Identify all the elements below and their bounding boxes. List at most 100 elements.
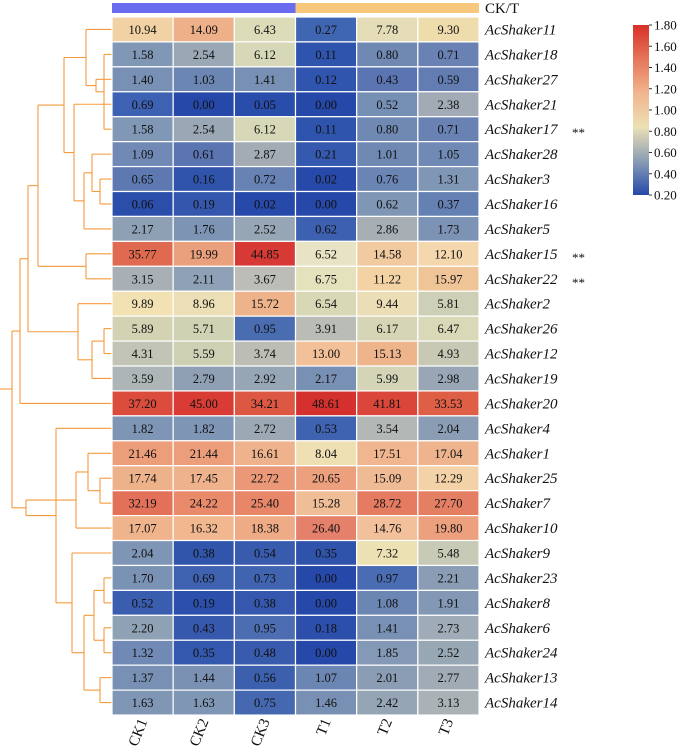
cell-value-label: 2.11 xyxy=(193,272,214,286)
cell-value-label: 6.75 xyxy=(315,272,337,286)
cell-value-label: 17.07 xyxy=(129,522,157,536)
heatmap-cell xyxy=(417,315,480,342)
cell-value-label: 0.72 xyxy=(254,173,276,187)
cell-value-label: 1.07 xyxy=(315,671,337,685)
cell-value-label: 0.05 xyxy=(254,98,276,112)
cell-value-label: 13.00 xyxy=(312,347,340,361)
cell-value-label: 4.31 xyxy=(132,347,154,361)
cell-value-label: 2.72 xyxy=(254,422,276,436)
cell-value-label: 1.01 xyxy=(376,148,398,162)
cell-value-label: 15.97 xyxy=(434,272,462,286)
row-label: AcShaker6 xyxy=(484,621,550,637)
cell-value-label: 1.76 xyxy=(193,222,215,236)
column-label: CK2 xyxy=(187,717,212,749)
heatmap-cell xyxy=(233,141,297,168)
cell-value-label: 0.43 xyxy=(376,73,398,87)
heatmap-cell xyxy=(233,465,297,492)
heatmap-cell xyxy=(356,165,419,193)
cell-value-label: 3.13 xyxy=(437,696,459,710)
row-label: AcShaker28 xyxy=(484,147,558,163)
cell-value-label: 0.00 xyxy=(315,646,337,660)
row-label: AcShaker20 xyxy=(484,396,558,412)
cell-value-label: 15.13 xyxy=(373,347,401,361)
heatmap-cell xyxy=(233,514,297,542)
cell-value-label: 0.61 xyxy=(193,148,215,162)
cell-value-label: 19.99 xyxy=(190,247,218,261)
heatmap-cell xyxy=(172,315,235,342)
heatmap-cell xyxy=(111,390,174,417)
row-label: AcShaker26 xyxy=(484,322,558,338)
colorbar-tick-label: 1.80 xyxy=(654,18,677,33)
cell-value-label: 0.02 xyxy=(315,173,337,187)
heatmap-cell xyxy=(294,564,358,591)
cell-value-label: 16.61 xyxy=(251,447,279,461)
heatmap-cell xyxy=(356,390,419,417)
group-bar xyxy=(112,3,480,13)
cell-value-label: 2.04 xyxy=(437,422,460,436)
cell-value-label: 17.51 xyxy=(373,447,401,461)
heatmap-cell xyxy=(172,190,235,218)
cell-value-label: 0.52 xyxy=(376,98,398,112)
heatmap-cell xyxy=(294,315,358,342)
heatmap-cell xyxy=(172,589,235,616)
heatmap-cell xyxy=(294,639,358,666)
cell-value-label: 2.42 xyxy=(376,696,398,710)
cell-value-label: 3.67 xyxy=(254,272,276,286)
cell-value-label: 6.47 xyxy=(437,322,459,336)
heatmap-cell xyxy=(417,639,480,666)
cell-value-label: 0.12 xyxy=(315,73,337,87)
row-label: AcShaker8 xyxy=(484,596,550,612)
cell-value-label: 2.17 xyxy=(132,222,154,236)
cell-value-label: 0.53 xyxy=(315,422,337,436)
cell-value-label: 1.03 xyxy=(193,73,215,87)
cell-value-label: 6.52 xyxy=(315,247,337,261)
heatmap-cell xyxy=(294,589,358,616)
cell-value-label: 0.48 xyxy=(254,646,276,660)
heatmap-cell xyxy=(417,490,480,517)
heatmap-cell xyxy=(356,564,419,591)
heatmap-cell xyxy=(356,315,419,342)
cell-value-label: 0.97 xyxy=(376,571,398,585)
cell-value-label: 1.82 xyxy=(132,422,154,436)
cell-value-label: 21.46 xyxy=(129,447,157,461)
cell-value-label: 2.01 xyxy=(376,671,398,685)
cell-value-label: 1.09 xyxy=(132,148,154,162)
cell-value-label: 0.27 xyxy=(315,23,337,37)
cell-value-label: 5.59 xyxy=(193,347,215,361)
cell-value-label: 21.44 xyxy=(190,447,219,461)
heatmap-cell xyxy=(172,415,235,442)
cell-value-label: 0.35 xyxy=(315,546,337,560)
cell-value-label: 17.04 xyxy=(434,447,463,461)
cell-value-label: 7.32 xyxy=(376,546,398,560)
cell-value-label: 32.19 xyxy=(129,497,157,511)
cell-value-label: 28.72 xyxy=(373,497,401,511)
cell-value-label: 0.80 xyxy=(376,123,398,137)
heatmap-cell xyxy=(294,614,358,641)
heatmap-cell xyxy=(417,664,480,691)
heatmap-cell xyxy=(111,340,174,367)
cell-value-label: 0.00 xyxy=(315,571,337,585)
cell-value-label: 0.59 xyxy=(437,73,459,87)
cell-value-label: 34.21 xyxy=(251,397,279,411)
heatmap-cell xyxy=(172,664,235,691)
cell-value-label: 25.40 xyxy=(251,497,279,511)
cell-value-label: 15.09 xyxy=(373,472,401,486)
heatmap-cell xyxy=(294,16,358,43)
heatmap-cell xyxy=(111,215,174,242)
row-label: AcShaker7 xyxy=(484,496,551,512)
cell-value-label: 3.59 xyxy=(132,372,154,386)
cell-value-label: 1.31 xyxy=(437,173,459,187)
cell-value-label: 1.08 xyxy=(376,596,398,610)
cell-value-label: 0.95 xyxy=(254,621,276,635)
significance-mark: ** xyxy=(572,250,585,265)
heatmap-cell xyxy=(417,514,480,542)
cell-value-label: 0.75 xyxy=(254,696,276,710)
cell-value-label: 3.74 xyxy=(254,347,277,361)
heatmap-cell xyxy=(172,689,235,716)
cell-value-label: 2.79 xyxy=(193,372,215,386)
cell-value-label: 0.00 xyxy=(315,197,337,211)
cell-value-label: 3.54 xyxy=(376,422,399,436)
cell-value-label: 0.06 xyxy=(132,197,154,211)
row-label: AcShaker18 xyxy=(484,47,558,63)
row-label: AcShaker12 xyxy=(484,347,558,363)
